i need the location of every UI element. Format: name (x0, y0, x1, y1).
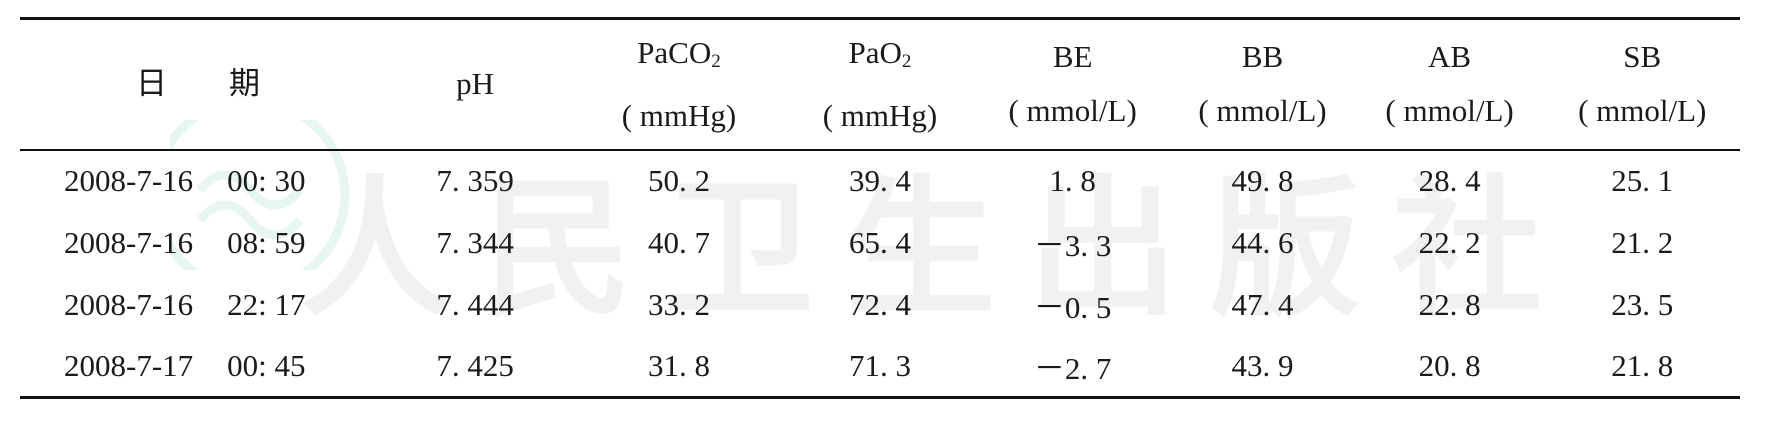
cell-be: －3. 3 (1033, 228, 1112, 263)
cell-sb: 23. 5 (1611, 286, 1674, 322)
cell-bb: 43. 9 (1170, 335, 1355, 399)
cell-ph: 7. 444 (436, 286, 514, 322)
cell-paco2: 33. 2 (647, 286, 710, 322)
cell-sb: 21. 8 (1544, 335, 1740, 399)
cell-ph: 7. 425 (377, 335, 573, 399)
cell-ph: 7. 359 (436, 163, 514, 198)
cell-datetime: 2008-7-16 08: 59 (64, 224, 306, 260)
cell-pao2: 39. 4 (848, 163, 911, 198)
table-row: 2008-7-16 00: 30 7. 359 50. 2 39. 4 1. 8 … (20, 150, 1740, 212)
cell-sb: 25. 1 (1611, 163, 1674, 198)
cell-datetime: 2008-7-16 22: 17 (64, 286, 306, 322)
cell-bb: 44. 6 (1231, 224, 1294, 260)
header-bb: BB ( mmol/L) (1170, 18, 1355, 151)
cell-pao2: 71. 3 (785, 335, 975, 399)
cell-datetime: 2008-7-16 00: 30 (64, 163, 306, 198)
cell-be: －2. 7 (974, 335, 1171, 399)
cell-bb: 49. 8 (1231, 163, 1294, 198)
cell-paco2: 40. 7 (647, 224, 710, 260)
cell-ab: 28. 4 (1418, 163, 1481, 198)
header-ab: AB ( mmol/L) (1354, 18, 1545, 151)
cell-bb: 47. 4 (1231, 286, 1294, 322)
cell-paco2: 50. 2 (647, 163, 710, 198)
watermark-text: 人民卫生出版社 (300, 161, 1575, 337)
cell-pao2: 72. 4 (848, 286, 911, 322)
header-date: 日期 (20, 18, 378, 151)
cell-be: －0. 5 (1033, 290, 1112, 325)
table-row: 2008-7-16 22: 17 7. 444 33. 2 72. 4 －0. 5… (20, 274, 1740, 336)
cell-be: 1. 8 (1049, 163, 1096, 198)
cell-ab: 20. 8 (1354, 335, 1545, 399)
cell-sb: 21. 2 (1611, 224, 1674, 260)
cell-paco2: 31. 8 (572, 335, 786, 399)
header-be: BE ( mmol/L) (974, 18, 1171, 151)
header-pao2: PaO2 ( mmHg) (785, 18, 975, 151)
blood-gas-table: 日期 pH PaCO2 ( mmHg) PaO2 ( mmHg) BE ( mm… (20, 17, 1740, 399)
cell-ab: 22. 2 (1418, 224, 1481, 260)
cell-ph: 7. 344 (436, 224, 514, 260)
table-row: 2008-7-17 00: 45 7. 425 31. 8 71. 3 －2. 7… (20, 335, 1740, 399)
header-sb: SB ( mmol/L) (1544, 18, 1740, 151)
cell-ab: 22. 8 (1418, 286, 1481, 322)
header-ph: pH (377, 18, 573, 151)
cell-pao2: 65. 4 (848, 224, 911, 260)
cell-datetime: 2008-7-17 00: 45 (20, 335, 378, 399)
header-paco2: PaCO2 ( mmHg) (572, 18, 786, 151)
table-row: 2008-7-16 08: 59 7. 344 40. 7 65. 4 －3. 3… (20, 212, 1740, 274)
